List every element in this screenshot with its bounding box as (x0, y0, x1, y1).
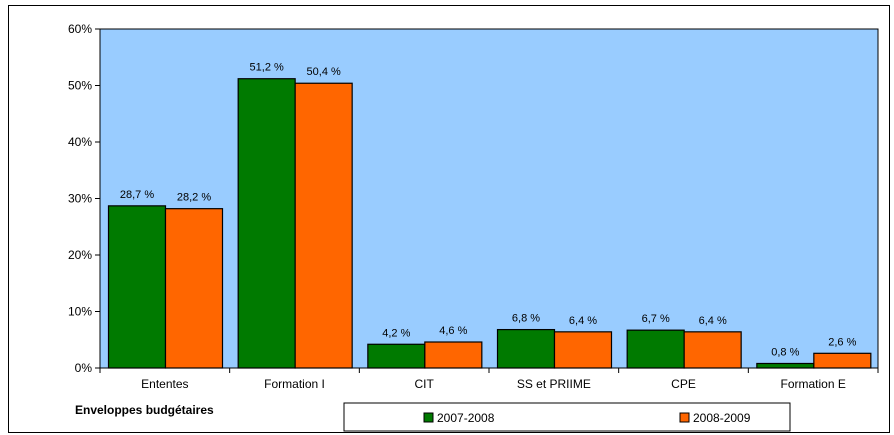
y-tick-label: 60% (68, 22, 92, 36)
bar (626, 329, 685, 369)
plot-background (99, 28, 879, 369)
y-tick-label: 0% (75, 361, 93, 375)
x-tick-label: CIT (414, 377, 434, 391)
y-tick-label: 30% (68, 192, 92, 206)
legend-swatch (423, 412, 434, 423)
x-axis: Ententes Formation I CIT SS et PRIIME CPE For… (99, 368, 879, 391)
x-tick-label: CPE (671, 377, 696, 391)
y-tick-label: 40% (68, 135, 92, 149)
data-label: 6,7 % (642, 313, 670, 325)
legend-swatch (679, 412, 690, 423)
bar (756, 362, 815, 369)
x-tick-label: SS et PRIIME (517, 377, 591, 391)
bar (294, 82, 353, 369)
bar (683, 331, 742, 369)
y-tick-label: 10% (68, 305, 92, 319)
data-label: 6,8 % (512, 313, 540, 325)
bar (424, 341, 483, 369)
data-label: 28,2 % (177, 192, 211, 204)
bar (237, 78, 296, 369)
x-tick-label: Ententes (141, 377, 188, 391)
bar (367, 343, 426, 369)
bar (107, 205, 167, 369)
x-tick-label: Formation I (264, 377, 325, 391)
x-tick-label: Formation E (780, 377, 845, 391)
plot-area (99, 28, 879, 369)
data-label: 51,2 % (250, 62, 284, 74)
y-tick-label: 50% (68, 79, 92, 93)
legend-label: 2008-2009 (693, 411, 751, 425)
x-axis-title: Enveloppes budgétaires (75, 403, 214, 417)
legend: 2007-2008 2008-2009 (343, 402, 791, 432)
data-label: 50,4 % (307, 66, 341, 78)
legend-box (343, 402, 791, 432)
data-label: 28,7 % (120, 189, 154, 201)
legend-label: 2007-2008 (437, 411, 495, 425)
data-label: 6,4 % (569, 315, 597, 327)
data-label: 4,6 % (439, 325, 467, 337)
bar (813, 352, 872, 369)
data-label: 4,2 % (382, 327, 410, 339)
y-axis: 0% 10% 20% 30% 40% 50% 60% (68, 22, 100, 375)
y-tick-label: 20% (68, 248, 92, 262)
bar (553, 331, 613, 369)
data-label: 2,6 % (828, 336, 856, 348)
data-label: 0,8 % (771, 346, 799, 358)
bar (496, 328, 556, 369)
bar (164, 208, 224, 369)
data-label: 6,4 % (699, 315, 727, 327)
bars (107, 78, 872, 369)
data-labels: 28,7 % 51,2 % 4,2 % 6,8 % 6,7 % 0,8 % 28,2 % 50… (120, 62, 857, 359)
